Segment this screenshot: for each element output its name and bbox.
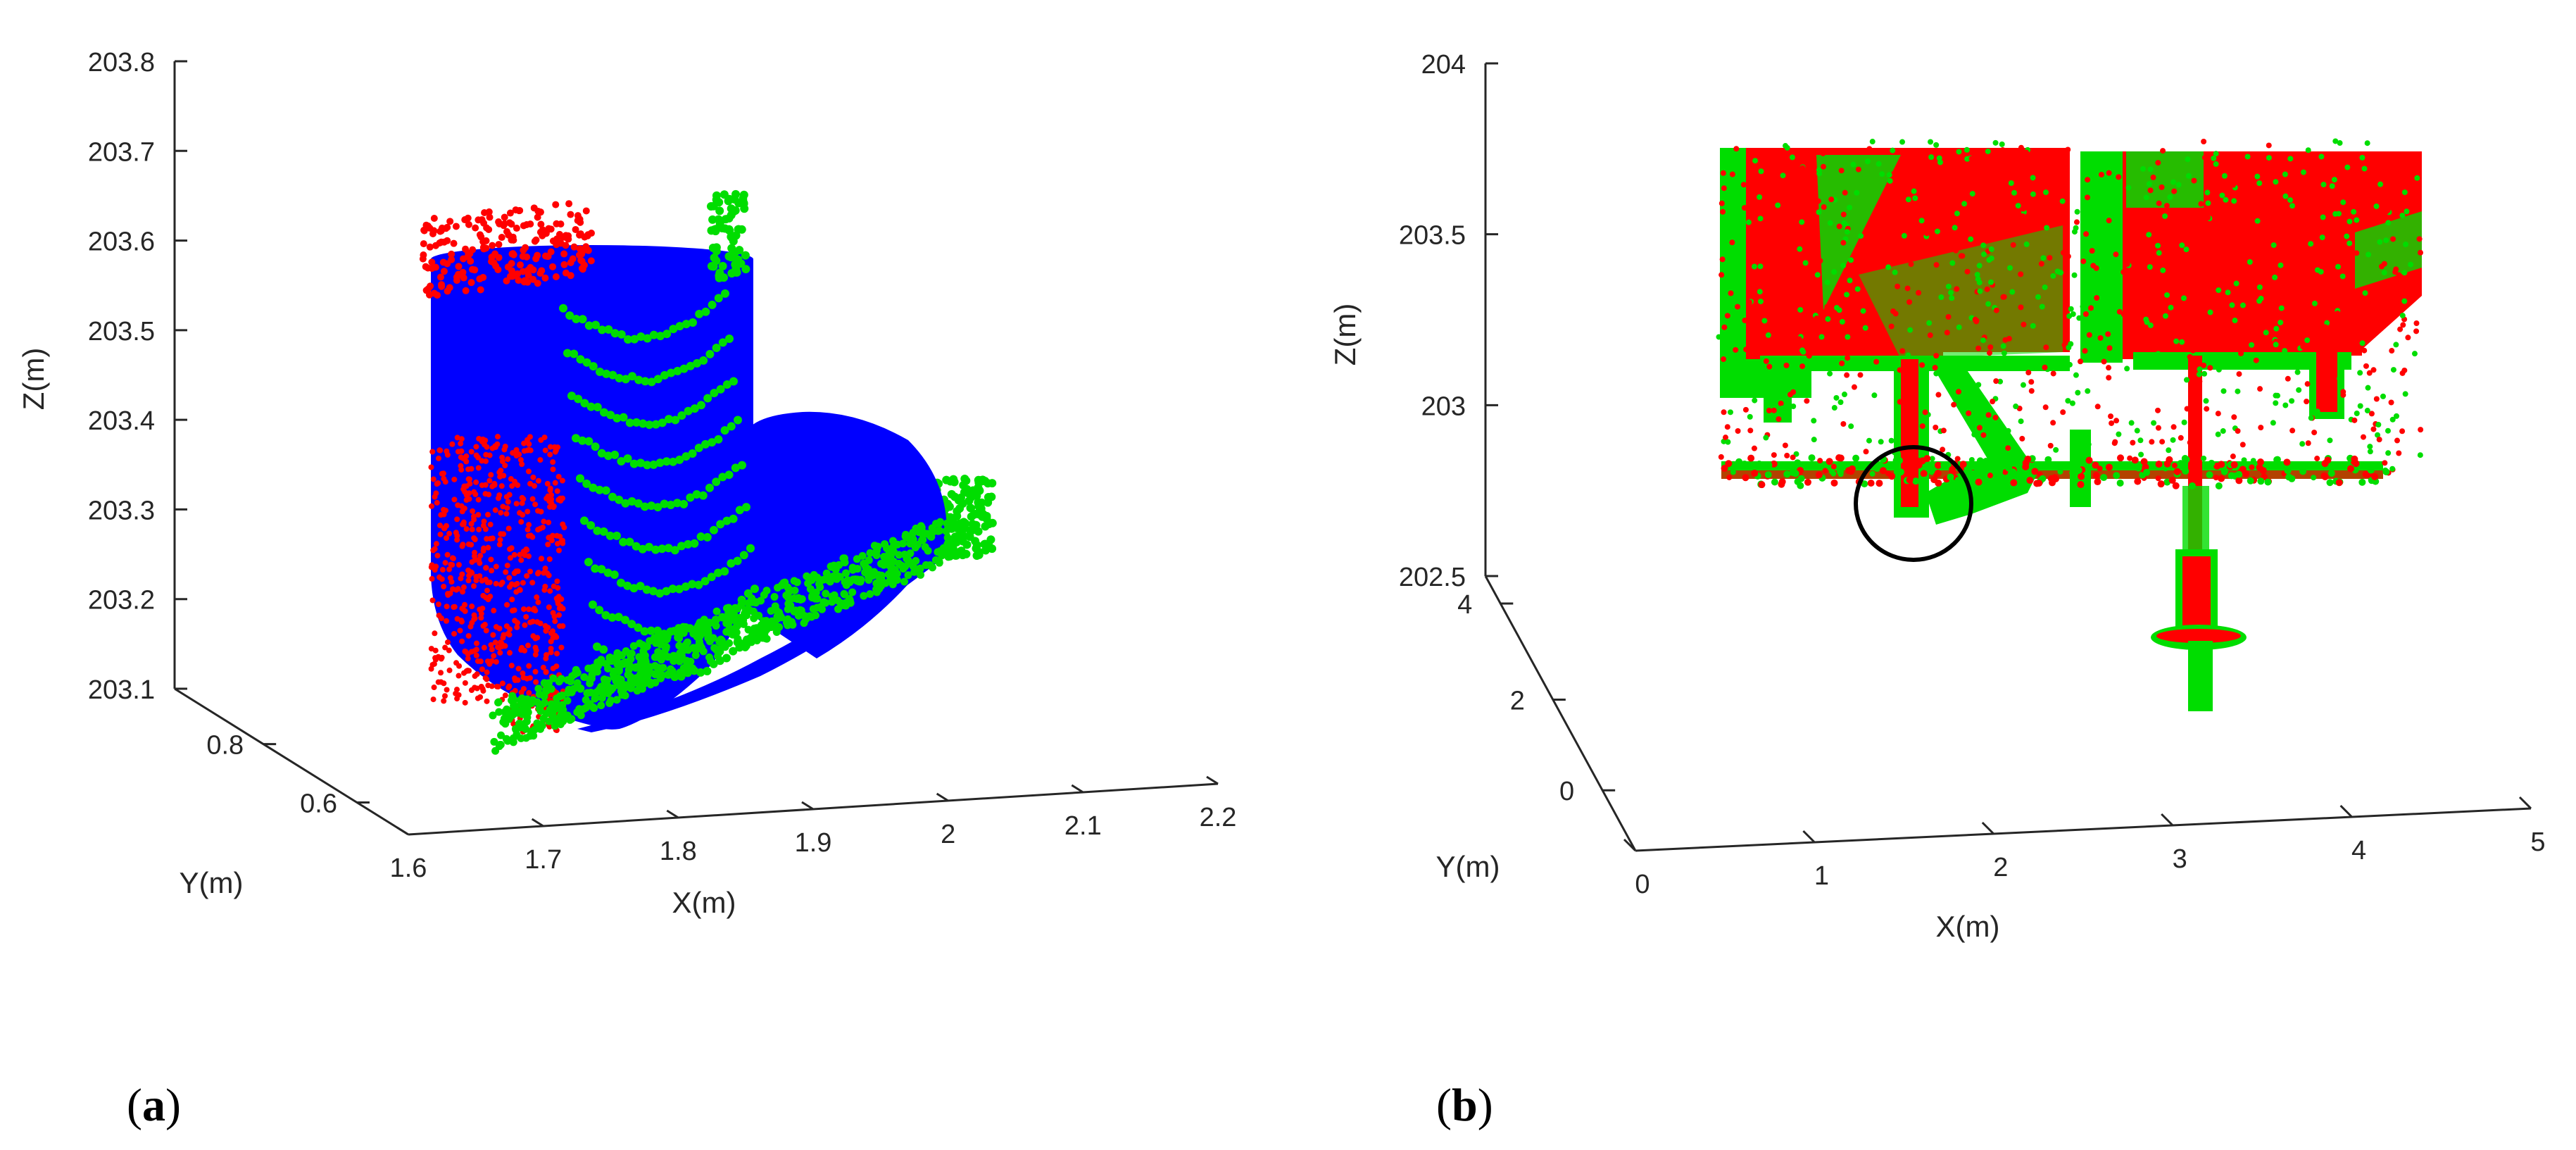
panel-b-y-tick-label: 4 [1457,590,1472,620]
panel-b-x-axis [1635,807,2532,852]
panel-b-y-tick-label: 0 [1559,777,1574,806]
panel-a-z-tick-label: 203.7 [88,137,155,167]
panel-b-x-tick-mark [2339,804,2353,818]
panel-b-highlight-circle [1854,445,1973,562]
panel-b-x-tick-label: 1 [1814,861,1829,891]
panel-a-x-tick-mark [936,792,949,802]
panel-b-z-axis-label: Z(m) [1328,304,1362,366]
panel-a-x-tick-label: 2.1 [1064,811,1102,841]
panel-b-y-axis [1484,575,1637,851]
panel-b-x-axis-label: X(m) [1936,910,2000,943]
panel-a-z-tick-label: 203.8 [88,48,155,77]
panel-b-z-tick-label: 204 [1421,50,1466,80]
panel-b-z-tick-label: 203 [1421,392,1466,421]
panel-b-x-tick-mark [1981,821,1994,835]
panel-a-x-tick-mark [396,826,409,836]
panel-a-z-tick-label: 203.3 [88,496,155,525]
panel-b-x-tick-mark [1802,830,1816,844]
panel-b-x-tick-label: 0 [1635,870,1650,899]
panel-a-z-tick-label: 203.6 [88,227,155,257]
panel-a-x-tick-mark [1071,784,1084,794]
panel-a-x-tick-mark [531,818,544,827]
panel-a-y-tick-label: 1 [140,675,155,705]
panel-a-x-tick-label: 2 [941,820,955,849]
panel-b-x-tick-mark [2161,813,2174,827]
panel-a-z-tick-label: 203.2 [88,586,155,615]
panel-a-y-axis [174,687,409,836]
panel-a-x-axis-label: X(m) [672,886,736,919]
panel-a-x-tick-mark [1206,775,1219,785]
panel-b-x-tick-label: 3 [2173,844,2187,874]
panel-a-y-tick-label: 0.6 [300,789,337,818]
panel-a-caption-letter: a [142,1080,165,1131]
panel-a-x-tick-mark [666,809,679,819]
panel-a-z-tick-label: 203.1 [88,675,155,705]
panel-a-x-tick-label: 1.6 [390,854,427,883]
panel-b-x-tick-label: 5 [2530,827,2545,857]
panel-a-z-tick-label: 203.5 [88,317,155,346]
panel-b-caption-letter: b [1451,1080,1478,1131]
panel-a-y-tick-label: 0.8 [206,731,244,761]
panel-b-caption: (b) [1436,1080,1493,1131]
panel-a-y-axis-label: Y(m) [180,866,244,899]
panel-b-x-tick-mark [2518,796,2532,810]
panel-b-z-tick-label: 202.5 [1399,563,1466,592]
panel-a-x-tick-label: 1.9 [795,828,832,858]
panel-b-z-tick-label: 203.5 [1399,221,1466,251]
panel-a-z-axis-label: Z(m) [17,348,50,411]
panel-a-point-cloud [419,189,997,755]
panel-b-x-tick-label: 2 [1993,853,2008,882]
panel-a-caption: (a) [127,1080,181,1131]
panel-a-x-tick-label: 1.7 [524,845,562,875]
panel-a-x-tick-label: 2.2 [1200,803,1237,832]
panel-a-x-tick-mark [801,801,814,811]
panel-b-point-cloud [1716,138,2424,711]
panel-b-x-tick-mark [1623,838,1637,852]
panel-a-x-tick-label: 1.8 [660,837,697,866]
panel-b-x-tick-label: 4 [2351,836,2366,865]
panel-b-y-axis-label: Y(m) [1436,850,1500,883]
panel-a-z-tick-label: 203.4 [88,406,155,436]
panel-b-y-tick-label: 2 [1510,687,1525,716]
